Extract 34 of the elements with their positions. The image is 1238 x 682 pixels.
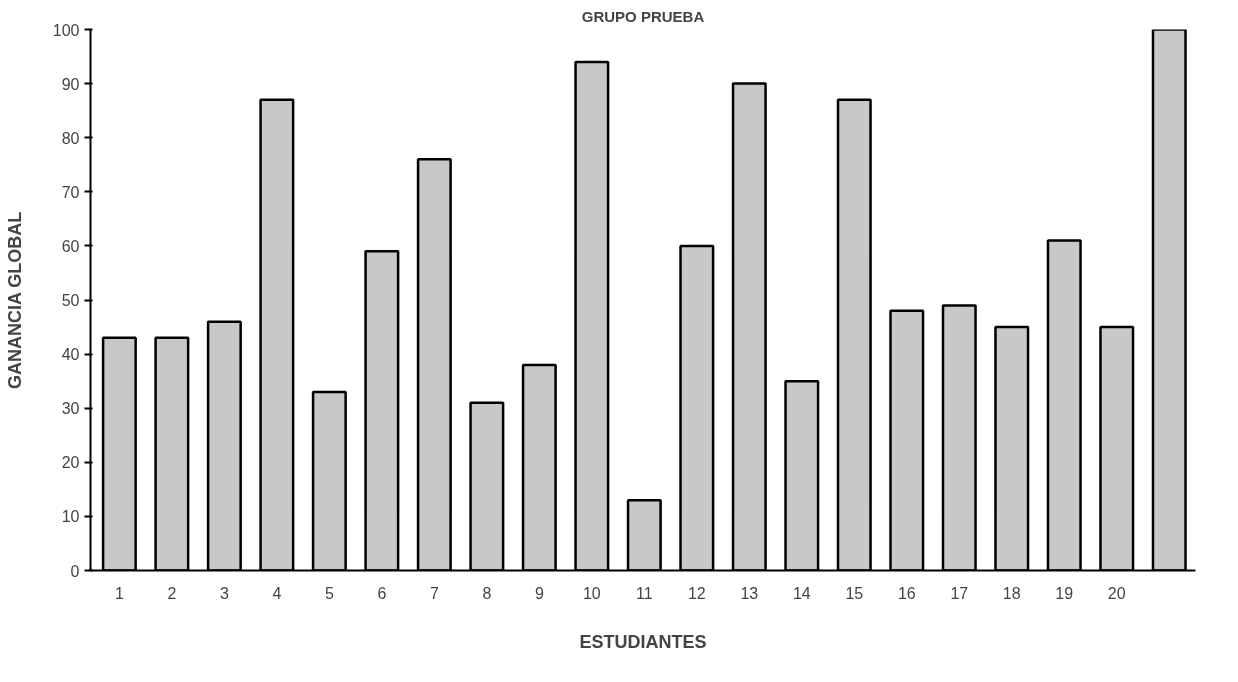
- x-tick-label: 7: [429, 584, 439, 602]
- x-tick-label: 9: [534, 584, 544, 602]
- y-tick-label: 20: [61, 454, 80, 472]
- x-tick-label: 2: [167, 584, 177, 602]
- y-tick-label: 90: [61, 75, 80, 93]
- x-tick-label: 17: [950, 584, 969, 602]
- y-tick-label: 10: [61, 508, 80, 526]
- y-tick-label: 100: [52, 21, 80, 39]
- x-tick-label: 1: [114, 584, 124, 602]
- y-axis-title: GANANCIA GLOBAL: [4, 211, 25, 389]
- x-tick-label: 18: [1002, 584, 1021, 602]
- x-tick-label: 19: [1055, 584, 1074, 602]
- chart-title: GRUPO PRUEBA: [581, 7, 705, 25]
- x-tick-label: 11: [636, 584, 653, 602]
- x-axis-title: ESTUDIANTES: [579, 631, 707, 652]
- x-tick-label: 8: [482, 584, 492, 602]
- y-tick-label: 50: [61, 292, 80, 309]
- y-tick-label: 30: [61, 400, 80, 418]
- x-tick-label: 15: [845, 584, 864, 602]
- y-tick-label: 80: [61, 129, 80, 147]
- x-tick-label: 6: [377, 584, 387, 602]
- y-tick-label: 60: [61, 237, 80, 255]
- x-tick-label: 5: [324, 584, 334, 602]
- x-tick-label: 14: [792, 584, 811, 602]
- x-tick-label: 13: [740, 584, 759, 602]
- x-tick-label: 3: [219, 584, 229, 602]
- x-tick-label: 20: [1107, 584, 1126, 602]
- x-tick-label: 10: [582, 584, 601, 602]
- y-tick-label: 0: [70, 562, 80, 580]
- x-tick-label: 12: [687, 584, 706, 602]
- y-tick-label: 40: [61, 346, 80, 364]
- x-tick-label: 16: [897, 584, 916, 602]
- x-tick-label: 4: [272, 584, 282, 602]
- y-tick-label: 70: [61, 183, 80, 201]
